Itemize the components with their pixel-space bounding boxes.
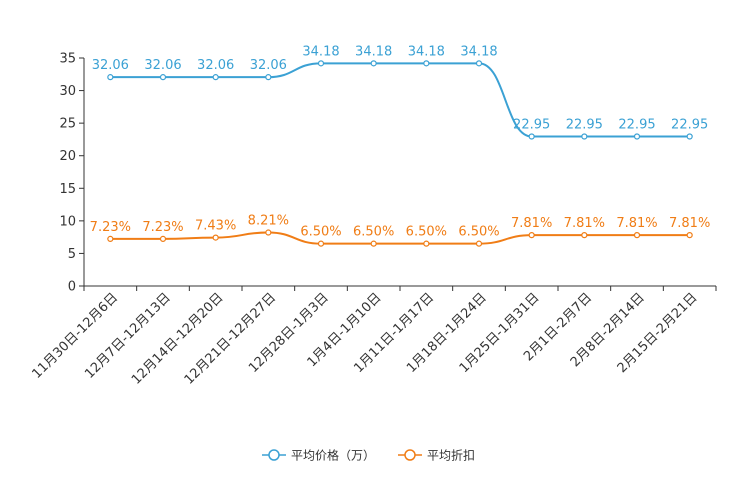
data-point[interactable] <box>265 74 272 81</box>
data-point[interactable] <box>370 240 377 247</box>
data-label: 32.06 <box>92 58 129 73</box>
data-point[interactable] <box>370 60 377 67</box>
data-label: 7.23% <box>90 220 131 235</box>
data-point[interactable] <box>107 235 114 243</box>
legend-label: 平均折扣 <box>427 448 475 463</box>
data-label: 7.43% <box>195 219 236 234</box>
data-label: 22.95 <box>671 117 708 132</box>
data-point[interactable] <box>528 133 535 140</box>
data-point[interactable] <box>686 232 693 239</box>
legend[interactable]: 平均价格（万） 平均折扣 <box>262 448 475 463</box>
data-point[interactable] <box>212 234 219 241</box>
data-label: 6.50% <box>458 225 499 240</box>
data-label: 7.81% <box>511 216 552 231</box>
axes: 0510152025303511月30日-12月6日12月7日-12月13日12… <box>30 52 717 388</box>
y-tick-label: 35 <box>59 52 76 67</box>
series-1: 7.23% 7.23% 7.43% 8.21% 6.50% 6.50% 6.50% 6.50%… <box>90 214 710 247</box>
data-label: 7.23% <box>142 220 183 235</box>
data-label: 34.18 <box>460 44 497 59</box>
data-point[interactable] <box>212 74 219 81</box>
data-point[interactable] <box>581 232 588 239</box>
data-label: 6.50% <box>353 225 394 240</box>
y-tick-label: 20 <box>59 149 76 164</box>
data-label: 22.95 <box>618 117 655 132</box>
data-point[interactable] <box>317 60 325 67</box>
data-point[interactable] <box>159 74 167 81</box>
data-label: 34.18 <box>408 44 445 59</box>
data-point[interactable] <box>475 60 483 67</box>
data-point[interactable] <box>528 232 535 239</box>
data-label: 34.18 <box>302 44 339 59</box>
data-point[interactable] <box>475 240 483 247</box>
data-label: 32.06 <box>250 58 287 73</box>
x-tick-label: 12月14日-12月20日 <box>129 290 226 387</box>
data-point[interactable] <box>581 133 588 140</box>
y-tick-label: 30 <box>59 84 76 99</box>
data-label: 34.18 <box>355 44 392 59</box>
data-point[interactable] <box>633 133 641 140</box>
y-tick-label: 0 <box>68 280 76 295</box>
data-point[interactable] <box>107 74 114 81</box>
data-point[interactable] <box>633 232 641 239</box>
y-tick-label: 25 <box>59 117 76 132</box>
data-point[interactable] <box>686 133 693 140</box>
y-tick-label: 10 <box>59 214 76 229</box>
series-layer: 32.06 32.06 32.06 32.06 34.18 34.18 34.18 34.18… <box>90 44 710 247</box>
data-point[interactable] <box>159 235 167 243</box>
x-tick-label: 11月30日-12月6日 <box>30 290 122 382</box>
data-label: 32.06 <box>144 58 181 73</box>
data-label: 6.50% <box>300 225 341 240</box>
series-0: 32.06 32.06 32.06 32.06 34.18 34.18 34.18 34.18… <box>92 44 708 140</box>
legend-label: 平均价格（万） <box>291 448 375 463</box>
y-tick-label: 15 <box>59 182 76 197</box>
data-point[interactable] <box>317 240 325 247</box>
data-label: 7.81% <box>564 216 605 231</box>
data-label: 22.95 <box>566 117 603 132</box>
x-tick-label: 12月21日-12月27日 <box>182 290 279 387</box>
legend-marker-icon <box>268 449 280 461</box>
data-point[interactable] <box>423 240 430 247</box>
legend-item-0[interactable]: 平均价格（万） <box>262 448 375 463</box>
data-label: 7.81% <box>669 216 710 231</box>
data-label: 32.06 <box>197 58 234 73</box>
data-label: 7.81% <box>616 216 657 231</box>
legend-marker-icon <box>404 449 416 461</box>
data-label: 22.95 <box>513 117 550 132</box>
y-tick-label: 5 <box>68 247 76 262</box>
data-point[interactable] <box>265 229 272 236</box>
data-label: 6.50% <box>406 225 447 240</box>
series-line <box>110 231 690 245</box>
data-label: 8.21% <box>248 214 289 229</box>
legend-item-1[interactable]: 平均折扣 <box>398 448 475 463</box>
data-point[interactable] <box>423 60 430 67</box>
